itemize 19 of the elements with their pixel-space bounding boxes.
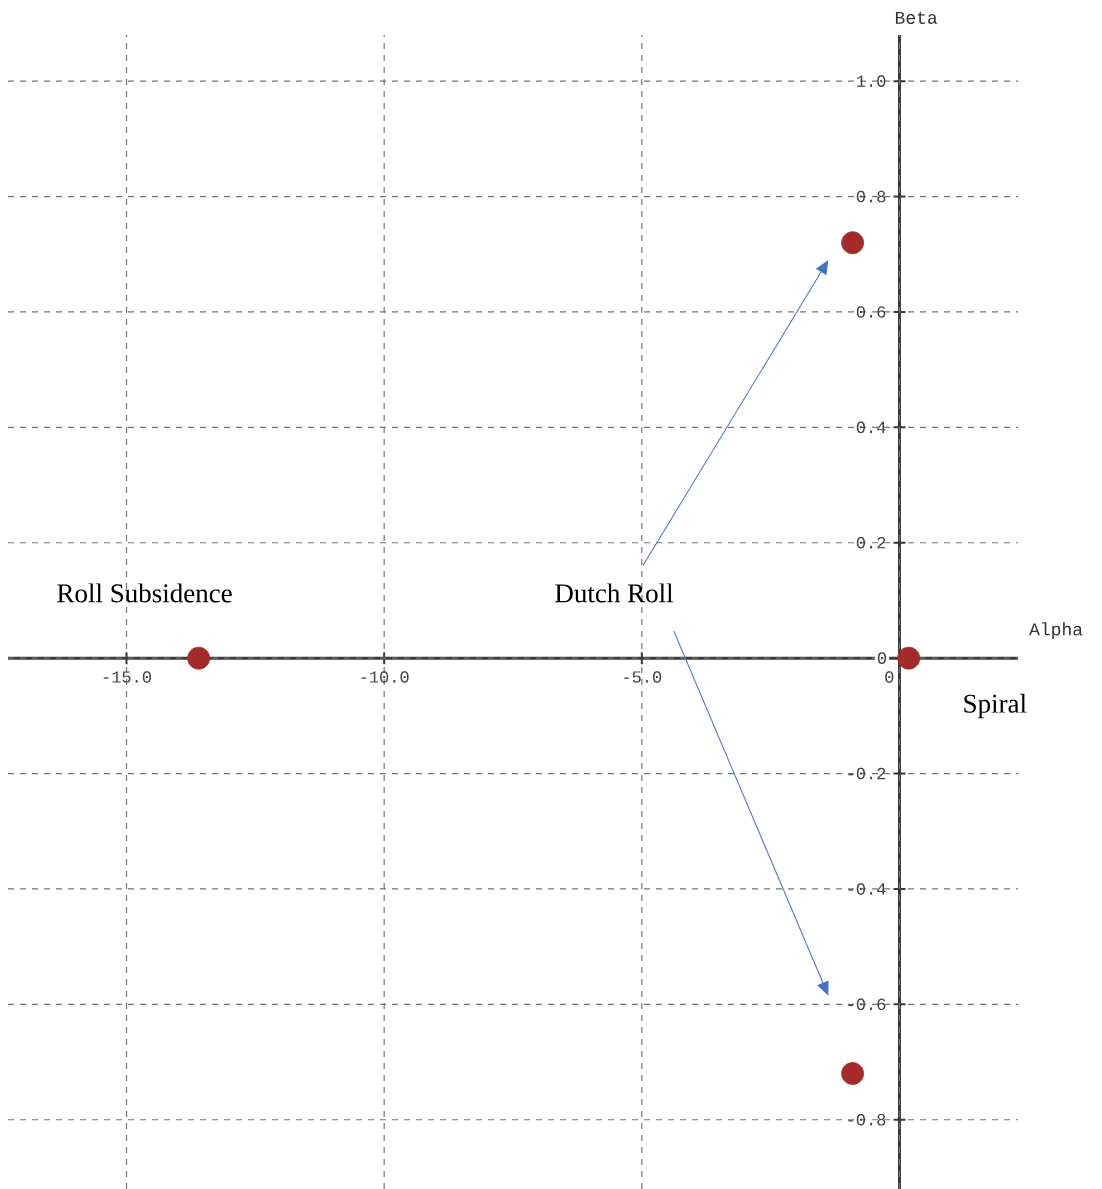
y-tick-label: 0.2	[856, 536, 886, 549]
y-tick-label: -0.4	[848, 883, 886, 895]
y-tick-label: 0	[877, 652, 887, 664]
y-tick-label: -0.2	[848, 767, 886, 780]
y-tick-label: 1.0	[857, 75, 886, 87]
y-tick-label: 0.8	[856, 190, 886, 203]
x-tick-label: 0	[885, 671, 894, 683]
x-axis-title: Alpha	[1029, 622, 1083, 640]
y-tick-label: -0.6	[848, 998, 886, 1011]
annotation: Dutch Roll	[555, 583, 674, 603]
y-tick-label: 0.6	[856, 306, 886, 318]
y-axis-title: Beta	[895, 11, 938, 24]
x-tick-label: -15.0	[103, 671, 151, 683]
x-tick-label: -10.0	[361, 671, 409, 683]
x-tick-label: -5.0	[624, 671, 662, 683]
y-tick-label: -0.8	[848, 1113, 886, 1126]
annotation: Spiral	[964, 693, 1027, 719]
annotation: Roll Subsidence	[57, 583, 232, 603]
y-tick-label: 0.4	[856, 421, 886, 434]
